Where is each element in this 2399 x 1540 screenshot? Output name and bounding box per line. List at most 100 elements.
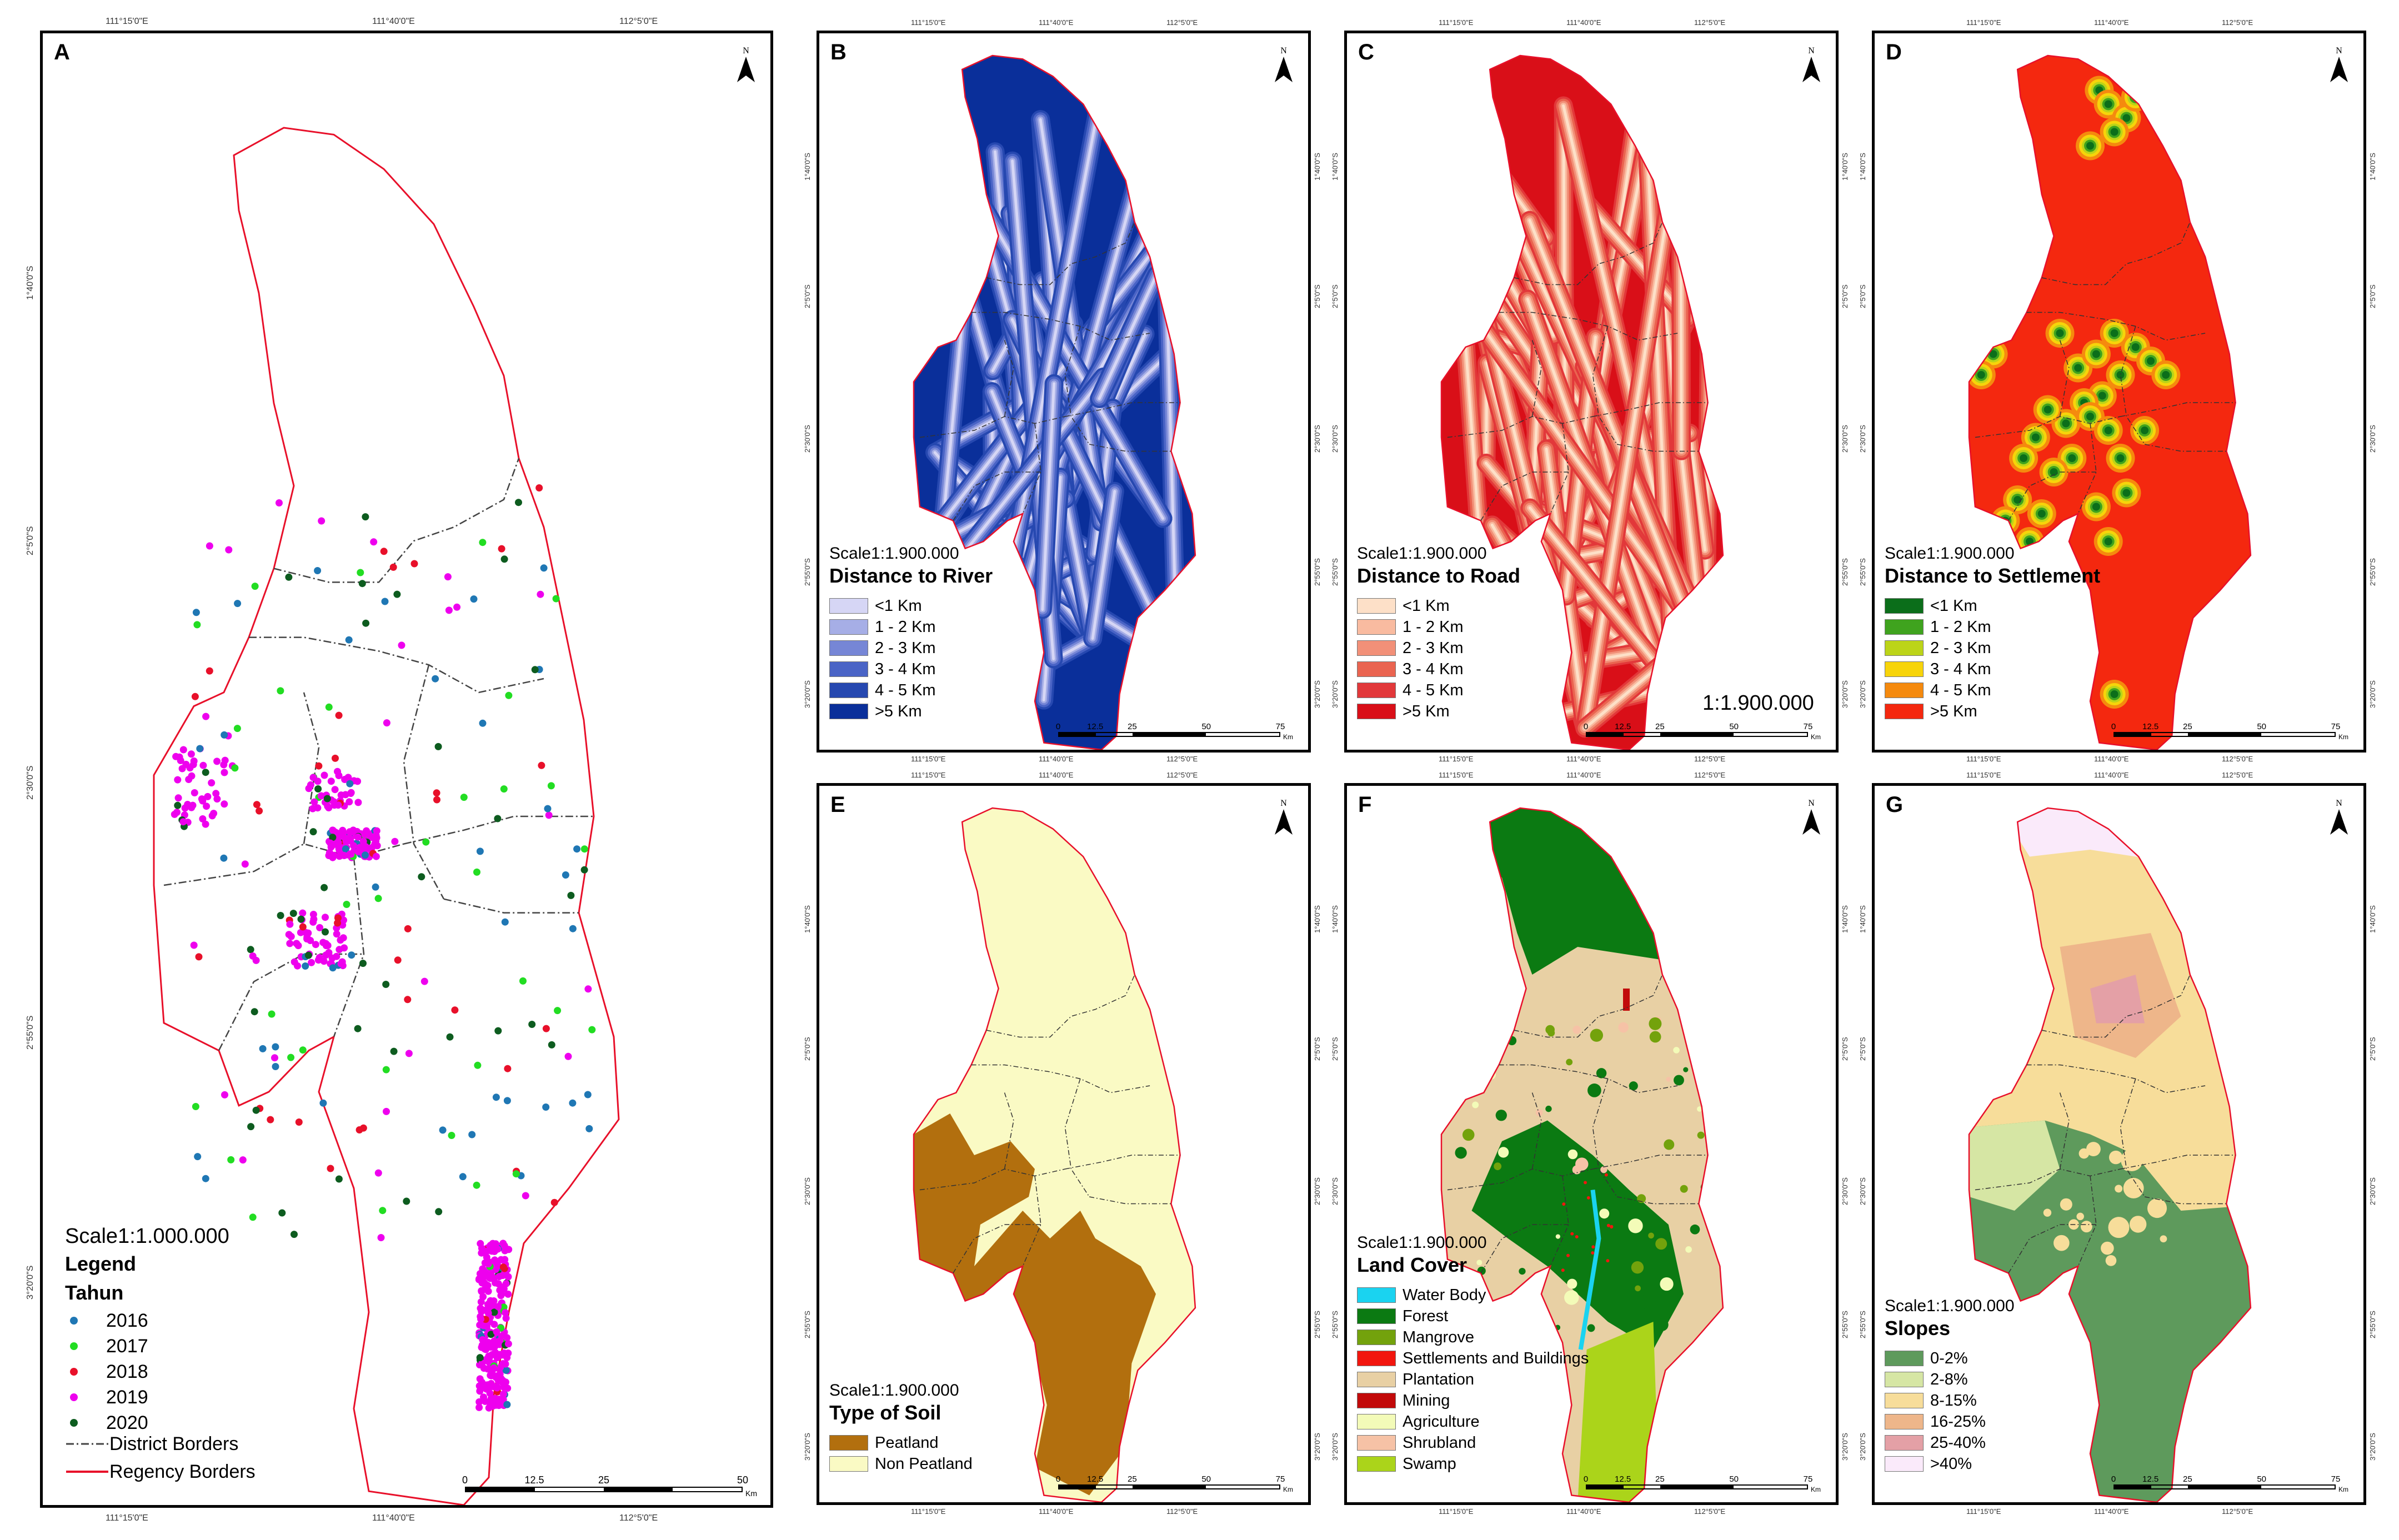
hotspot-point <box>259 1045 267 1052</box>
coord-label: 2°5'0"S <box>1841 1037 1849 1061</box>
hotspot-point <box>479 1382 487 1389</box>
legend-class-label: 2-8% <box>1930 1370 1968 1388</box>
coord-label: 112°5'0"E <box>1166 18 1198 27</box>
legend-class: 16-25% <box>1885 1411 1986 1432</box>
north-letter: N <box>743 46 749 56</box>
hotspot-point <box>220 854 228 862</box>
legend-class-label: Plantation <box>1403 1370 1474 1388</box>
hotspot-point <box>221 769 228 776</box>
hotspot-point <box>199 761 207 769</box>
hotspot-point <box>545 811 553 819</box>
hotspot-point <box>251 583 259 590</box>
hotspot-point <box>346 780 354 787</box>
hotspot-point <box>433 789 440 797</box>
coord-label: 2°30'0"S <box>2368 425 2377 453</box>
hotspot-point <box>374 895 382 902</box>
coord-label: 1°40'0"S <box>803 905 812 933</box>
hotspot-point <box>272 1063 279 1070</box>
hotspot-point <box>496 1337 504 1345</box>
legend-year-2019: 2019 <box>65 1385 148 1410</box>
legend-swatch <box>829 683 868 698</box>
scalebar-tick: 75 <box>1275 722 1285 731</box>
hotspot-point <box>380 548 388 555</box>
scalebar-tick: 50 <box>1729 722 1739 731</box>
hotspot-point <box>476 1321 484 1329</box>
hotspot-point <box>445 606 453 614</box>
coord-label: 2°55'0"S <box>1859 558 1867 586</box>
hotspot-point <box>271 1054 278 1062</box>
hotspot-point <box>324 802 332 810</box>
legend-swatch <box>829 598 868 614</box>
hotspot-point <box>505 691 513 699</box>
hotspot-point <box>486 1383 494 1391</box>
legend-class-label: Forest <box>1403 1307 1449 1325</box>
hotspot-point <box>213 795 221 803</box>
coord-label: 111°40'0"E <box>1566 18 1601 27</box>
hotspot-point <box>504 1273 512 1281</box>
legend-district-border: District Borders <box>65 1430 256 1458</box>
hotspot-point <box>354 777 362 785</box>
coord-label: 3°20'0"S <box>1313 1433 1321 1461</box>
coord-label: 111°40'0"E <box>2094 755 2129 763</box>
hotspot-point <box>206 542 213 550</box>
legend-class: 8-15% <box>1885 1390 1986 1411</box>
regency-boundary <box>1440 807 1724 1502</box>
coord-label: 1°40'0"S <box>1331 153 1339 180</box>
hotspot-point <box>335 711 343 719</box>
hotspot-point <box>249 1213 257 1221</box>
district-boundary <box>953 1224 1041 1273</box>
hotspot-point <box>320 884 328 891</box>
coord-label: 2°5'0"S <box>1841 284 1849 308</box>
scalebar-bar <box>1058 732 1280 737</box>
hotspot-point <box>297 929 304 936</box>
hotspot-point <box>202 1175 209 1182</box>
regency-boundary <box>913 54 1196 750</box>
district-boundary <box>986 222 1135 285</box>
district-boundary <box>1064 1078 1090 1197</box>
coord-label: 2°55'0"S <box>2368 1311 2377 1338</box>
hotspot-point <box>285 931 293 939</box>
panel-c-label: C <box>1358 40 1374 64</box>
legend-class: >5 Km <box>829 701 936 722</box>
legend-class-label: <1 Km <box>1930 596 1977 615</box>
coord-label: 2°30'0"S <box>1331 425 1339 453</box>
hotspot-point <box>498 545 505 553</box>
hotspot-point <box>486 1389 494 1397</box>
hotspot-point <box>212 790 220 797</box>
hotspot-point <box>391 837 399 845</box>
coord-label: 1°40'0"S <box>803 153 812 180</box>
district-boundary <box>1499 1064 1678 1093</box>
legend-class: Non Peatland <box>829 1453 973 1474</box>
legend-swatch <box>1357 1287 1396 1303</box>
hotspot-point <box>362 513 369 521</box>
panel-g-legend: 0-2% 2-8% 8-15% 16-25% 25-40% >40% <box>1885 1348 1986 1474</box>
coord-label: 1°40'0"S <box>1859 905 1867 933</box>
hotspot-point <box>492 1093 500 1101</box>
panel-f-map-panel: F N Scale1:1.900.000 Land Cover Water Body Fo… <box>1344 783 1839 1505</box>
hotspot-point <box>501 918 509 926</box>
hotspot-point <box>379 1207 387 1215</box>
hotspot-point <box>329 834 337 841</box>
hotspot-point <box>354 833 362 841</box>
legend-class: Swamp <box>1357 1453 1589 1474</box>
hotspot-point <box>221 1091 228 1098</box>
coord-label: 2°55'0"S <box>1841 1311 1849 1338</box>
panel-c-legend-title: Distance to Road <box>1357 564 1521 587</box>
scalebar-numbers: 0 12.5 25 50 75 <box>1056 722 1285 732</box>
coord-label: 2°55'0"S <box>1313 1311 1321 1338</box>
legend-swatch <box>1357 1435 1396 1451</box>
coord-label: 2°5'0"S <box>2368 1037 2377 1061</box>
hotspot-point <box>332 754 339 762</box>
coord-label: 111°40'0"E <box>1039 1507 1074 1516</box>
coord-label: 2°30'0"S <box>1859 1177 1867 1205</box>
hotspot-point <box>328 954 336 962</box>
coord-label: 112°5'0"E <box>2222 771 2253 779</box>
hotspot-point <box>267 1116 274 1123</box>
legend-class-label: 3 - 4 Km <box>1403 660 1464 678</box>
scalebar-tick: 25 <box>2182 722 2192 731</box>
hotspot-point <box>285 573 293 581</box>
scalebar-bar <box>1586 732 1808 737</box>
hotspot-point <box>202 820 209 828</box>
coord-label: 112°5'0"E <box>2222 755 2253 763</box>
hotspot-point <box>554 1007 562 1015</box>
